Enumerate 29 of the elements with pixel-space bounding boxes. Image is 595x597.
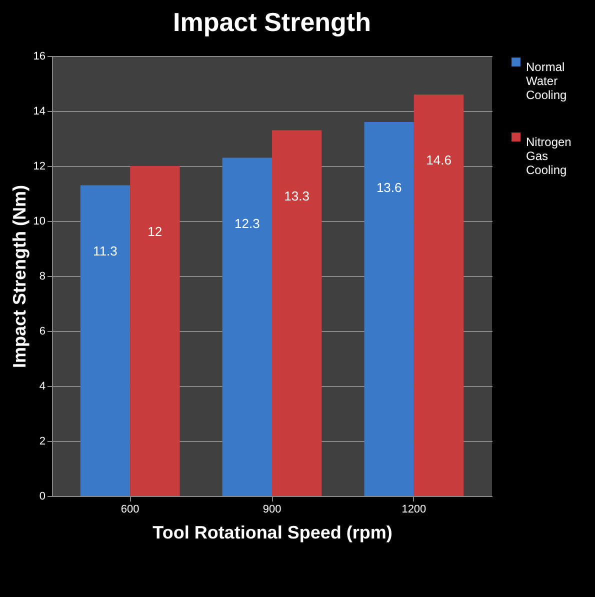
- y-tick-label: 12: [33, 160, 46, 172]
- bar: [80, 185, 130, 496]
- chart-title: Impact Strength: [173, 7, 371, 37]
- y-tick-label: 6: [39, 326, 46, 338]
- x-tick-label: 1200: [402, 504, 426, 516]
- y-tick-label: 10: [33, 216, 46, 228]
- y-tick-label: 4: [39, 380, 46, 392]
- x-tick-label: 600: [120, 504, 140, 516]
- legend-label: Normal Water Cooling: [526, 60, 567, 102]
- x-axis-title: Tool Rotational Speed (rpm): [152, 522, 392, 542]
- y-tick-label: 8: [39, 270, 46, 282]
- y-tick-label: 14: [33, 106, 46, 118]
- bar: [414, 94, 464, 496]
- data-label: 12: [148, 224, 162, 239]
- data-label: 14.6: [426, 152, 452, 168]
- bar: [130, 166, 180, 496]
- bar: [272, 130, 322, 496]
- y-tick-label: 16: [33, 50, 46, 62]
- data-label: 11.3: [93, 243, 118, 258]
- y-tick-label: 2: [39, 436, 46, 448]
- data-label: 13.3: [284, 188, 310, 204]
- y-tick-label: 0: [39, 490, 46, 502]
- x-tick-label: 900: [262, 504, 282, 516]
- legend-label: Nitrogen Gas Cooling: [526, 135, 572, 177]
- bar: [222, 158, 272, 496]
- data-label: 13.6: [376, 180, 402, 195]
- y-axis-title: Impact Strength (Nm): [9, 184, 30, 368]
- data-label: 12.3: [234, 216, 260, 231]
- bar: [364, 122, 414, 496]
